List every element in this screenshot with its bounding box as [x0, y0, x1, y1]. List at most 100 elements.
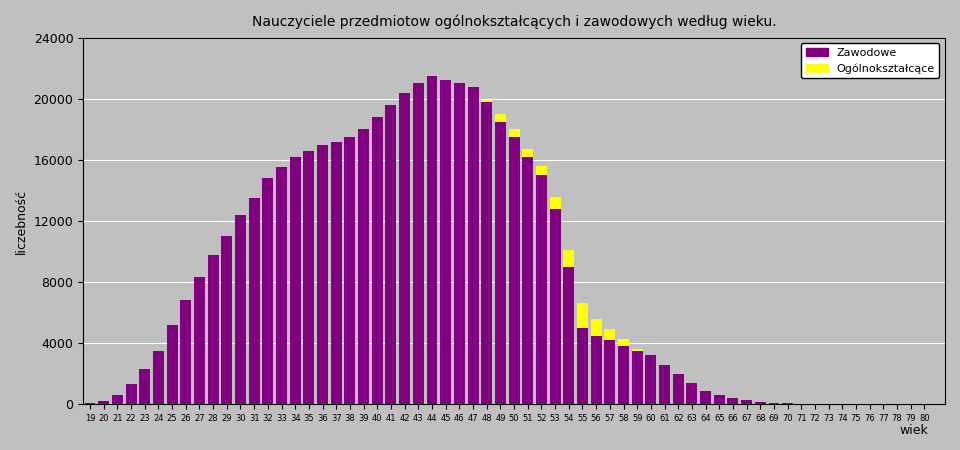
- Bar: [194, 278, 204, 404]
- Bar: [673, 380, 684, 404]
- Bar: [645, 356, 657, 404]
- Bar: [386, 105, 396, 404]
- Bar: [317, 175, 328, 404]
- Bar: [290, 157, 300, 404]
- Bar: [345, 137, 355, 404]
- Bar: [632, 349, 642, 404]
- Bar: [660, 364, 670, 404]
- Bar: [276, 167, 287, 404]
- Bar: [728, 400, 738, 404]
- Bar: [358, 129, 369, 404]
- Bar: [468, 97, 478, 404]
- Bar: [618, 346, 629, 404]
- Bar: [441, 81, 451, 404]
- Bar: [345, 166, 355, 404]
- Bar: [194, 299, 204, 404]
- Bar: [590, 319, 602, 404]
- Bar: [700, 391, 711, 404]
- Bar: [700, 394, 711, 404]
- Bar: [632, 351, 642, 404]
- Bar: [564, 267, 574, 404]
- Bar: [249, 198, 259, 404]
- Bar: [98, 402, 109, 404]
- Text: wiek: wiek: [899, 423, 927, 436]
- Bar: [618, 338, 629, 404]
- Legend: Zawodowe, Ogólnokształcące: Zawodowe, Ogólnokształcące: [802, 43, 940, 78]
- Bar: [481, 102, 492, 404]
- Bar: [714, 398, 725, 404]
- Bar: [180, 319, 191, 404]
- Bar: [207, 255, 219, 404]
- Bar: [577, 303, 588, 404]
- Bar: [605, 340, 615, 404]
- Bar: [222, 236, 232, 404]
- Bar: [660, 372, 670, 404]
- Bar: [372, 151, 383, 404]
- Bar: [769, 403, 780, 404]
- Bar: [686, 383, 697, 404]
- Bar: [536, 175, 547, 404]
- Bar: [564, 250, 574, 404]
- Bar: [139, 369, 150, 404]
- Bar: [290, 189, 300, 404]
- Bar: [495, 122, 506, 404]
- Bar: [522, 149, 533, 404]
- Bar: [153, 360, 164, 404]
- Bar: [262, 178, 274, 404]
- Bar: [509, 129, 519, 404]
- Bar: [180, 301, 191, 404]
- Bar: [441, 97, 451, 404]
- Bar: [207, 278, 219, 404]
- Y-axis label: liczebność: liczebność: [15, 189, 28, 253]
- Bar: [741, 402, 752, 404]
- Bar: [741, 400, 752, 404]
- Bar: [673, 374, 684, 404]
- Bar: [235, 241, 246, 404]
- Bar: [454, 94, 465, 404]
- Bar: [413, 83, 423, 404]
- Bar: [755, 402, 766, 404]
- Bar: [84, 403, 95, 404]
- Bar: [399, 93, 410, 404]
- Bar: [454, 83, 465, 404]
- Bar: [249, 225, 259, 404]
- Bar: [468, 86, 478, 404]
- Bar: [139, 375, 150, 404]
- Bar: [426, 76, 438, 404]
- Bar: [112, 398, 123, 404]
- Bar: [126, 389, 136, 404]
- Bar: [98, 401, 109, 404]
- Bar: [153, 351, 164, 404]
- Bar: [605, 329, 615, 404]
- Bar: [413, 116, 423, 404]
- Bar: [167, 325, 178, 404]
- Bar: [577, 328, 588, 404]
- Bar: [84, 403, 95, 404]
- Bar: [399, 128, 410, 404]
- Bar: [372, 117, 383, 404]
- Bar: [235, 215, 246, 404]
- Bar: [317, 144, 328, 404]
- Bar: [222, 259, 232, 404]
- Bar: [386, 143, 396, 404]
- Bar: [303, 151, 314, 404]
- Bar: [550, 209, 561, 404]
- Bar: [303, 181, 314, 404]
- Bar: [426, 105, 438, 404]
- Bar: [262, 210, 274, 404]
- Bar: [358, 158, 369, 404]
- Bar: [167, 338, 178, 404]
- Bar: [645, 360, 657, 404]
- Bar: [331, 141, 342, 404]
- Bar: [590, 336, 602, 404]
- Bar: [769, 403, 780, 404]
- Bar: [509, 137, 519, 404]
- Bar: [495, 114, 506, 404]
- Bar: [481, 100, 492, 404]
- Bar: [112, 395, 123, 404]
- Bar: [522, 157, 533, 404]
- Bar: [782, 403, 793, 404]
- Bar: [728, 398, 738, 404]
- Bar: [536, 166, 547, 404]
- Title: Nauczyciele przedmiotow ogólnokształcących i zawodowych według wieku.: Nauczyciele przedmiotow ogólnokształcący…: [252, 15, 777, 30]
